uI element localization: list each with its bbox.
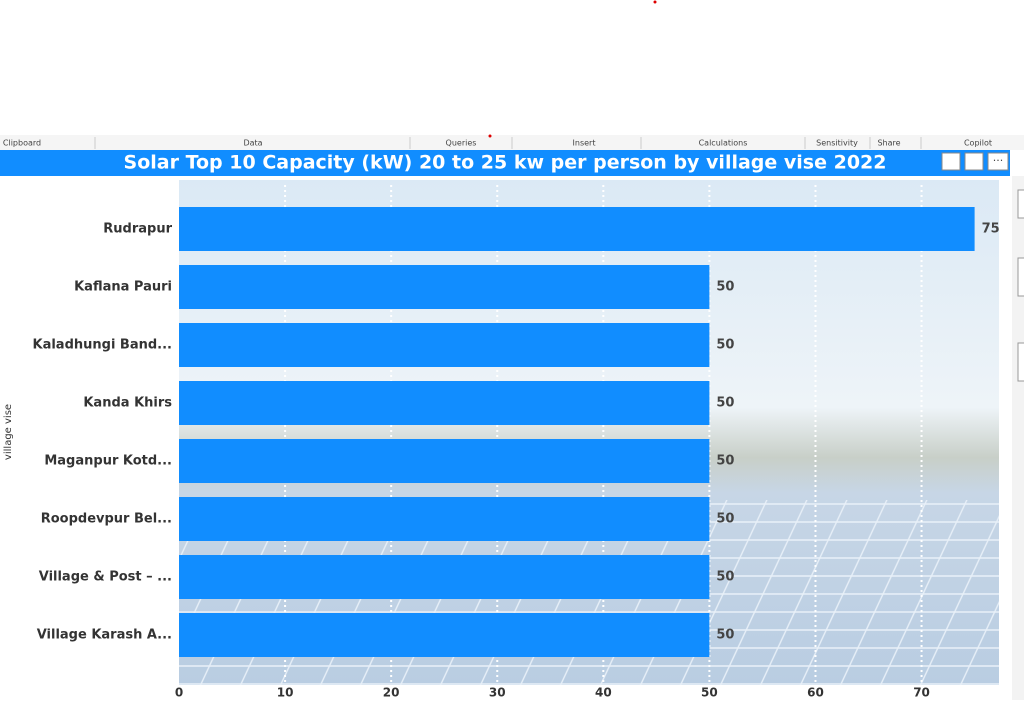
bar	[179, 613, 710, 657]
bar	[179, 323, 710, 367]
x-tick-label: 0	[175, 686, 183, 700]
focus-icon[interactable]	[964, 152, 984, 171]
y-tick-label: Maganpur Kotd...	[44, 454, 172, 469]
ribbon-group-label: Copilot	[964, 139, 992, 148]
side-pane	[1012, 176, 1024, 700]
more-icon[interactable]	[987, 152, 1009, 171]
x-tick-label: 30	[489, 686, 506, 700]
data-label: 50	[716, 280, 734, 295]
more-dots: ···	[993, 154, 1004, 167]
y-axis-title: village vise	[3, 404, 14, 460]
data-label: 50	[716, 396, 734, 411]
bar	[179, 555, 710, 599]
data-label: 50	[716, 570, 734, 585]
data-label: 50	[716, 628, 734, 643]
y-tick-label: Village Karash A...	[37, 628, 172, 643]
x-tick-label: 20	[383, 686, 400, 700]
ribbon-group-label: Sensitivity	[816, 139, 858, 148]
y-tick-label: Kanda Khirs	[83, 396, 172, 411]
ribbon-group-label: Insert	[573, 139, 596, 148]
ribbon-group-label: Calculations	[699, 139, 748, 148]
filter-icon[interactable]	[941, 152, 961, 171]
bar	[179, 207, 975, 251]
y-tick-label: Village & Post – ...	[39, 570, 172, 585]
y-tick-label: Rudrapur	[103, 222, 172, 237]
bar	[179, 497, 710, 541]
pane-box	[1017, 189, 1024, 219]
x-tick-label: 10	[277, 686, 294, 700]
bar	[179, 265, 710, 309]
bar	[179, 439, 710, 483]
data-label: 50	[716, 512, 734, 527]
top-blank	[0, 0, 1024, 135]
data-label: 50	[716, 454, 734, 469]
y-tick-label: Roopdevpur Bel...	[41, 512, 172, 527]
bar	[179, 381, 710, 425]
ribbon-group-label: Queries	[446, 139, 477, 148]
dot	[488, 134, 492, 138]
y-tick-label: Kaflana Pauri	[74, 280, 172, 295]
y-tick-label: Kaladhungi Band...	[33, 338, 173, 353]
data-label: 75	[982, 222, 1000, 237]
title-bar	[0, 150, 1010, 176]
x-tick-label: 50	[701, 686, 718, 700]
ribbon-group-label: Clipboard	[3, 139, 41, 148]
dot	[653, 0, 657, 4]
data-label: 50	[716, 338, 734, 353]
x-tick-label: 60	[807, 686, 824, 700]
x-tick-label: 70	[913, 686, 930, 700]
chart-title: Solar Top 10 Capacity (kW) 20 to 25 kw p…	[124, 152, 887, 174]
pane-box	[1017, 257, 1024, 297]
ribbon-group-label: Data	[243, 139, 262, 148]
pane-box	[1017, 342, 1024, 382]
x-tick-label: 40	[595, 686, 612, 700]
ribbon-group-label: Share	[877, 139, 900, 148]
